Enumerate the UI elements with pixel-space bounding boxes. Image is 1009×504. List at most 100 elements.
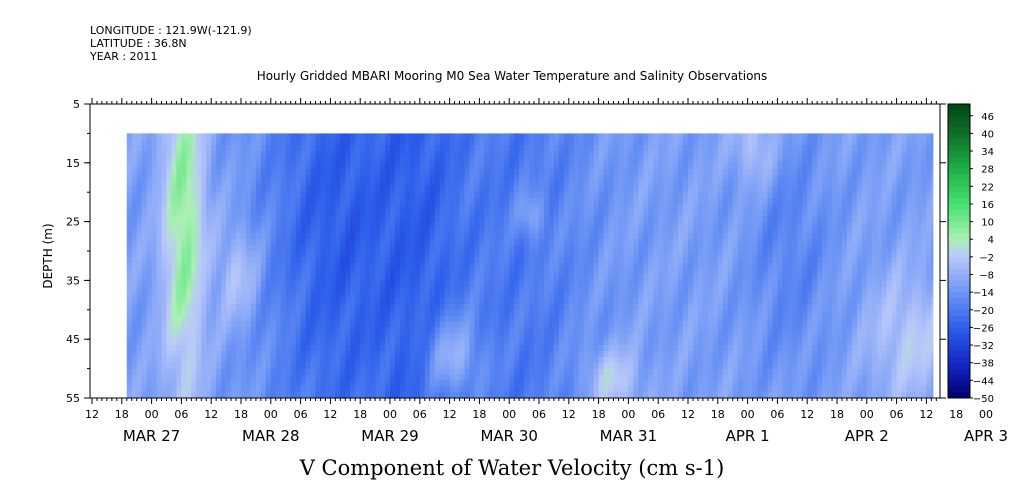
heatmap-cell — [419, 180, 426, 187]
heatmap-cell — [176, 180, 182, 187]
heatmap-cell — [161, 274, 167, 281]
heatmap-cell — [519, 233, 525, 240]
heatmap-cell — [265, 374, 272, 381]
heatmap-cell — [593, 162, 599, 170]
heatmap-cell — [524, 362, 530, 369]
heatmap-cell — [673, 174, 679, 181]
heatmap-cell — [588, 280, 595, 287]
heatmap-cell — [260, 133, 267, 140]
heatmap-cell — [290, 268, 297, 275]
heatmap-cell — [206, 192, 212, 199]
heatmap-cell — [534, 350, 540, 358]
heatmap-cell — [181, 333, 187, 340]
heatmap-cell — [663, 274, 669, 281]
heatmap-cell — [255, 145, 262, 152]
heatmap-cell — [519, 345, 525, 352]
heatmap-cell — [484, 315, 490, 322]
heatmap-cell — [643, 298, 649, 305]
heatmap-cell — [171, 209, 177, 217]
heatmap-cell — [255, 192, 262, 199]
heatmap-cell — [474, 327, 480, 334]
heatmap-cell — [668, 298, 674, 305]
heatmap-cell — [350, 386, 356, 393]
heatmap-cell — [201, 315, 207, 322]
heatmap-cell — [409, 339, 416, 346]
heatmap-cell — [623, 145, 629, 152]
heatmap-cell — [151, 245, 157, 252]
heatmap-cell — [673, 221, 679, 228]
heatmap-cell — [414, 203, 421, 211]
heatmap-cell — [633, 256, 639, 264]
heatmap-cell — [126, 274, 133, 281]
heatmap-cell — [265, 321, 272, 328]
heatmap-cell — [370, 198, 376, 205]
heatmap-cell — [191, 309, 197, 317]
heatmap-cell — [628, 168, 634, 175]
heatmap-cell — [146, 303, 152, 311]
heatmap-cell — [275, 145, 282, 152]
heatmap-cell — [394, 268, 401, 275]
heatmap-cell — [449, 339, 455, 346]
heatmap-cell — [464, 274, 470, 281]
heatmap-cell — [221, 274, 227, 281]
heatmap-cell — [638, 162, 644, 170]
heatmap-cell — [499, 174, 505, 181]
heatmap-cell — [548, 321, 555, 328]
heatmap-cell — [345, 245, 351, 252]
heatmap-cell — [226, 151, 232, 158]
heatmap-cell — [608, 198, 614, 205]
heatmap-cell — [191, 286, 197, 293]
heatmap-cell — [226, 256, 232, 264]
heatmap-cell — [394, 239, 401, 246]
heatmap-cell — [514, 368, 520, 375]
heatmap-cell — [623, 162, 629, 170]
heatmap-cell — [370, 227, 376, 234]
heatmap-cell — [191, 350, 197, 358]
heatmap-cell — [290, 186, 297, 193]
heatmap-cell — [534, 233, 540, 240]
heatmap-cell — [265, 303, 272, 311]
heatmap-cell — [201, 198, 207, 205]
heatmap-cell — [439, 262, 446, 270]
heatmap-cell — [568, 268, 575, 275]
heatmap-cell — [474, 274, 480, 281]
heatmap-cell — [419, 227, 426, 234]
heatmap-cell — [285, 280, 292, 287]
heatmap-cell — [499, 256, 505, 264]
heatmap-cell — [474, 315, 480, 322]
heatmap-cell — [539, 298, 545, 305]
heatmap-cell — [226, 168, 232, 175]
heatmap-cell — [593, 350, 599, 358]
heatmap-cell — [499, 303, 505, 311]
heatmap-cell — [454, 227, 460, 234]
heatmap-cell — [434, 298, 441, 305]
heatmap-cell — [136, 315, 143, 322]
heatmap-cell — [504, 274, 510, 281]
heatmap-cell — [365, 233, 371, 240]
heatmap-cell — [653, 198, 659, 205]
heatmap-cell — [519, 245, 525, 252]
heatmap-cell — [583, 239, 590, 246]
heatmap-cell — [315, 251, 321, 258]
heatmap-cell — [658, 380, 664, 387]
heatmap-cell — [375, 221, 381, 228]
heatmap-cell — [489, 227, 495, 234]
heatmap-cell — [385, 151, 391, 158]
heatmap-cell — [598, 198, 604, 205]
heatmap-cell — [504, 280, 510, 287]
heatmap-cell — [548, 139, 555, 146]
heatmap-cell — [429, 227, 436, 234]
heatmap-cell — [275, 151, 282, 158]
heatmap-cell — [340, 274, 346, 281]
heatmap-cell — [643, 151, 649, 158]
heatmap-cell — [489, 139, 495, 146]
heatmap-cell — [663, 339, 669, 346]
heatmap-cell — [151, 268, 157, 275]
heatmap-cell — [166, 186, 172, 193]
heatmap-cell — [206, 145, 212, 152]
heatmap-cell — [578, 309, 585, 317]
heatmap-cell — [250, 380, 257, 387]
heatmap-cell — [558, 321, 565, 328]
heatmap-cell — [171, 315, 177, 322]
heatmap-cell — [390, 192, 396, 199]
